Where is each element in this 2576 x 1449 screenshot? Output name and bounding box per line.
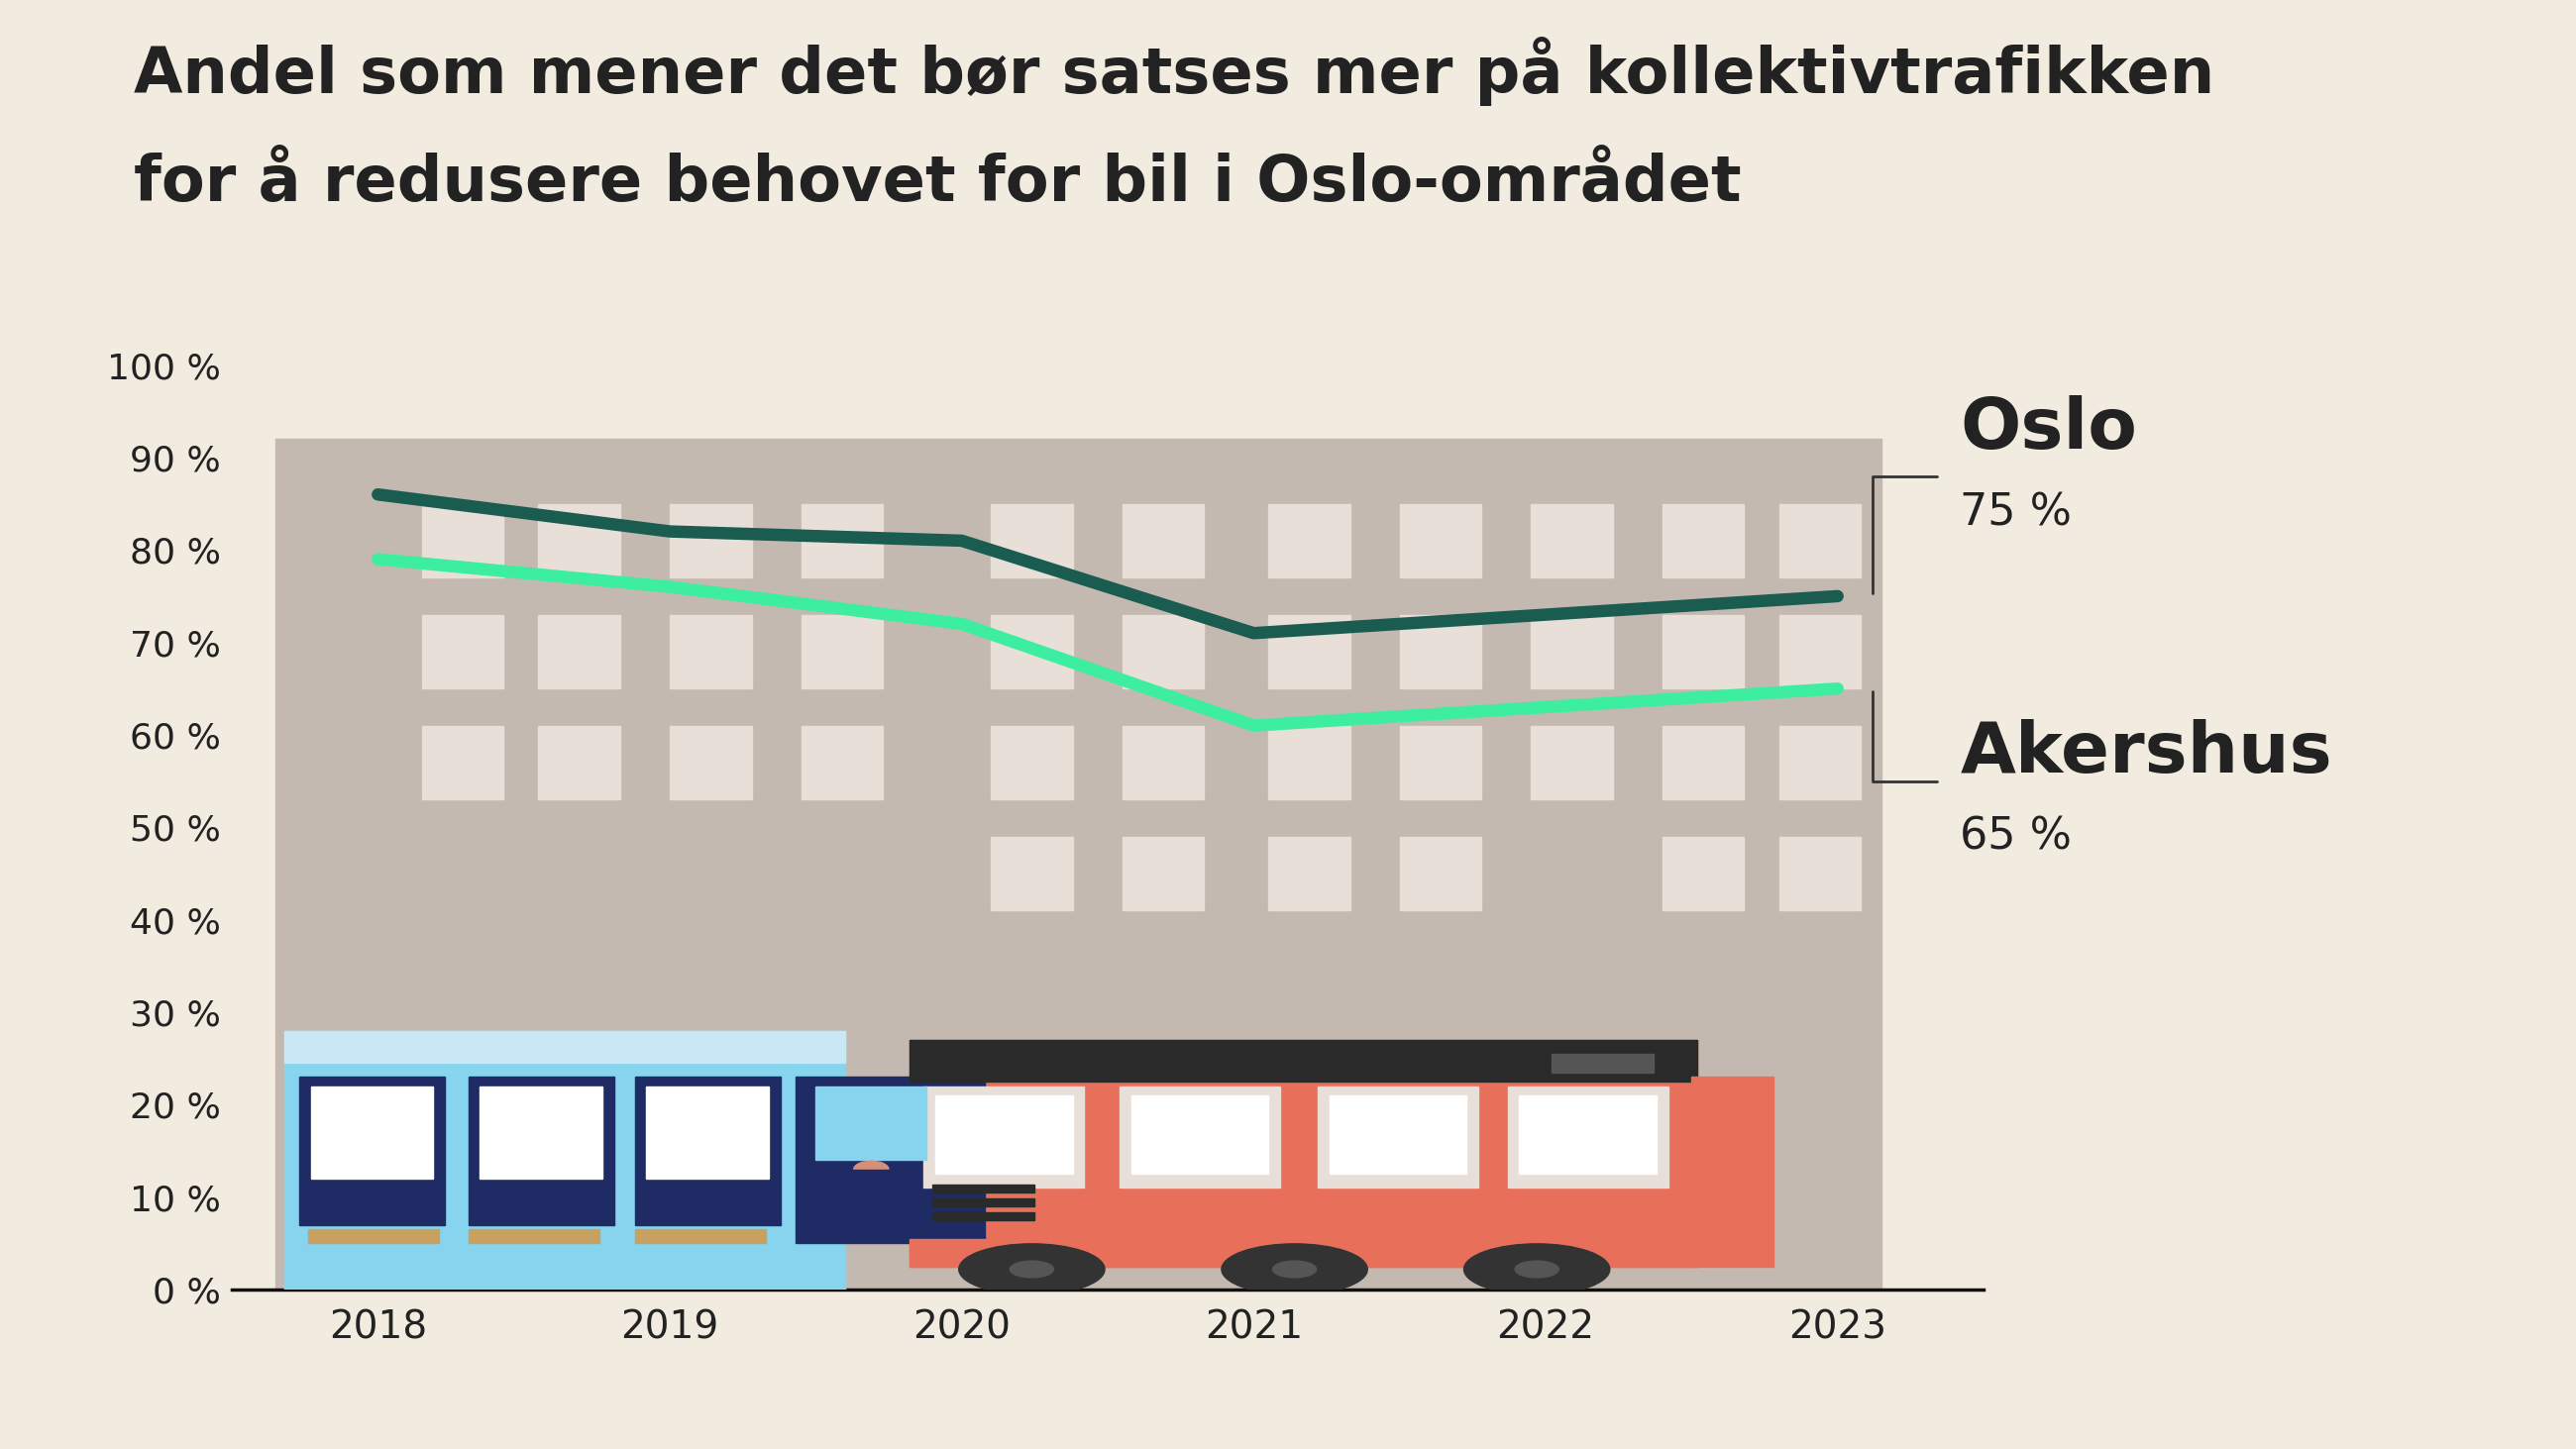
Bar: [469, 1077, 613, 1224]
Bar: [909, 1040, 1698, 1266]
Bar: [1399, 836, 1481, 910]
Bar: [909, 1040, 1698, 1081]
Bar: [307, 1230, 438, 1243]
Bar: [909, 1239, 1698, 1266]
Bar: [479, 1184, 603, 1220]
Bar: [935, 1095, 1072, 1174]
Bar: [1319, 1087, 1479, 1188]
Bar: [1267, 614, 1350, 688]
Bar: [1530, 614, 1613, 688]
Bar: [1267, 726, 1350, 800]
Bar: [647, 1184, 770, 1220]
Bar: [1329, 1095, 1466, 1174]
Bar: [1507, 1087, 1669, 1188]
Bar: [992, 726, 1072, 800]
Bar: [992, 504, 1072, 578]
Text: Oslo: Oslo: [1960, 396, 2138, 464]
Bar: [422, 726, 502, 800]
Bar: [647, 1087, 770, 1178]
Bar: [925, 1087, 1084, 1188]
Bar: [1267, 504, 1350, 578]
Text: 75 %: 75 %: [1960, 491, 2071, 535]
Bar: [1780, 836, 1860, 910]
Bar: [817, 1087, 927, 1161]
Bar: [299, 1077, 446, 1224]
Bar: [1131, 1095, 1267, 1174]
Bar: [992, 614, 1072, 688]
Bar: [670, 726, 752, 800]
Ellipse shape: [1221, 1243, 1368, 1295]
Bar: [1551, 1053, 1654, 1072]
Bar: [469, 1230, 600, 1243]
Bar: [1121, 1087, 1280, 1188]
Bar: [1123, 726, 1203, 800]
Bar: [1123, 504, 1203, 578]
Bar: [1662, 726, 1744, 800]
Bar: [1662, 614, 1744, 688]
Bar: [634, 1077, 781, 1224]
Bar: [312, 1087, 433, 1178]
Bar: [1780, 726, 1860, 800]
Bar: [1692, 1077, 1772, 1266]
Bar: [1780, 614, 1860, 688]
Bar: [538, 614, 621, 688]
Bar: [796, 1077, 984, 1243]
Bar: [1267, 836, 1350, 910]
Bar: [283, 1030, 845, 1290]
Ellipse shape: [1515, 1261, 1558, 1278]
Bar: [1662, 836, 1744, 910]
Bar: [1123, 836, 1203, 910]
Bar: [1520, 1095, 1656, 1174]
Bar: [933, 1184, 1036, 1193]
Ellipse shape: [958, 1243, 1105, 1295]
Bar: [840, 1169, 904, 1207]
Bar: [634, 1230, 765, 1243]
Bar: [479, 1087, 603, 1178]
Bar: [801, 504, 884, 578]
Bar: [1780, 504, 1860, 578]
Bar: [276, 439, 1880, 1290]
Text: Akershus: Akershus: [1960, 719, 2331, 787]
Bar: [1662, 504, 1744, 578]
Bar: [801, 614, 884, 688]
Text: 65 %: 65 %: [1960, 816, 2071, 858]
Bar: [933, 1198, 1036, 1207]
Bar: [538, 504, 621, 578]
Bar: [422, 614, 502, 688]
Bar: [1399, 504, 1481, 578]
Bar: [1399, 614, 1481, 688]
Bar: [1530, 726, 1613, 800]
Ellipse shape: [1273, 1261, 1316, 1278]
Ellipse shape: [853, 1161, 889, 1178]
Ellipse shape: [1463, 1243, 1610, 1295]
Bar: [933, 1211, 1036, 1220]
Bar: [283, 1266, 845, 1290]
Bar: [538, 726, 621, 800]
Bar: [312, 1184, 433, 1220]
Bar: [422, 504, 502, 578]
Bar: [1123, 614, 1203, 688]
Bar: [283, 1030, 845, 1064]
Bar: [992, 836, 1072, 910]
Bar: [1399, 726, 1481, 800]
Text: Andel som mener det bør satses mer på kollektivtrafikken: Andel som mener det bør satses mer på ko…: [134, 36, 2215, 106]
Text: for å redusere behovet for bil i Oslo-området: for å redusere behovet for bil i Oslo-om…: [134, 152, 1741, 213]
Bar: [670, 504, 752, 578]
Bar: [801, 726, 884, 800]
Bar: [1530, 504, 1613, 578]
Ellipse shape: [1010, 1261, 1054, 1278]
Bar: [670, 614, 752, 688]
